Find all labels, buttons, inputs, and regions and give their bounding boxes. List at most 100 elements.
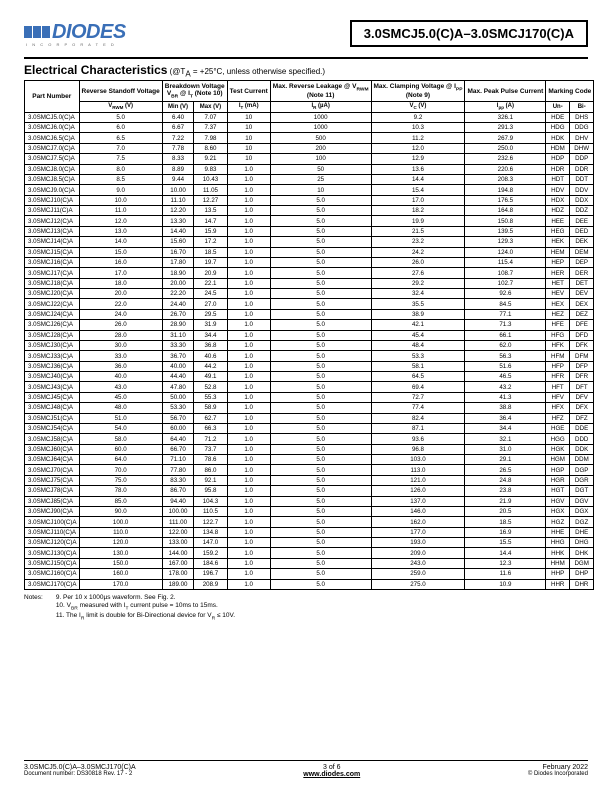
table-cell: 3.0SMCJ20(C)A [25,289,80,299]
col-un: Un- [546,102,570,113]
table-cell: 3.0SMCJ18(C)A [25,278,80,288]
table-cell: 18.0 [79,278,162,288]
table-cell: 58.9 [194,403,227,413]
table-cell: 5.0 [270,340,371,350]
table-cell: 41.3 [465,392,546,402]
table-cell: DED [570,226,594,236]
table-cell: 48.4 [371,340,465,350]
col-mark-h: Marking Code [546,81,594,102]
table-cell: 3.0SMCJ5.0(C)A [25,112,80,122]
ch3: (Note 9) [406,92,430,99]
table-cell: HGE [546,423,570,433]
table-row: 3.0SMCJ18(C)A18.020.0022.11.05.029.2102.… [25,278,594,288]
table-cell: 36.0 [79,361,162,371]
table-cell: HGK [546,444,570,454]
footer: 3.0SMCJ5.0(C)A–3.0SMCJ170(C)A Document n… [24,760,588,778]
col-part: Part Number [25,81,80,112]
table-cell: 78.6 [194,455,227,465]
table-cell: 20.5 [465,506,546,516]
table-row: 3.0SMCJ160(C)A160.0178.00196.71.05.0259.… [25,569,594,579]
table-cell: DHW [570,143,594,153]
n10c: measured with I [78,602,126,609]
table-cell: 5.0 [270,455,371,465]
table-cell: 16.9 [465,527,546,537]
table-cell: 12.0 [79,216,162,226]
table-cell: 5.0 [270,361,371,371]
table-cell: 71.2 [194,434,227,444]
table-cell: 3.0SMCJ45(C)A [25,392,80,402]
table-cell: DFX [570,403,594,413]
table-cell: 1.0 [227,434,270,444]
table-cell: 19.9 [371,216,465,226]
table-cell: 13.6 [371,164,465,174]
table-cell: HDE [546,112,570,122]
table-cell: 1.0 [227,517,270,527]
table-cell: 1.0 [227,268,270,278]
lh3: (Note 11) [307,92,334,99]
table-cell: 189.00 [162,579,194,589]
table-cell: 29.1 [465,455,546,465]
table-cell: DHS [570,112,594,122]
table-cell: 3.0SMCJ15(C)A [25,247,80,257]
table-cell: 28.90 [162,320,194,330]
table-cell: 3.0SMCJ160(C)A [25,569,80,579]
table-cell: 10 [227,123,270,133]
table-cell: 162.0 [371,517,465,527]
table-row: 3.0SMCJ120(C)A120.0133.00147.01.05.0193.… [25,538,594,548]
table-cell: 1.0 [227,372,270,382]
table-cell: 6.40 [162,112,194,122]
table-cell: 10 [227,154,270,164]
table-cell: 103.0 [371,455,465,465]
table-cell: 5.0 [270,382,371,392]
table-cell: 7.37 [194,123,227,133]
col-leak-h: Max. Reverse Leakage @ VRWM(Note 11) [270,81,371,102]
table-cell: 50.00 [162,392,194,402]
table-cell: DFP [570,361,594,371]
table-cell: 1.0 [227,351,270,361]
footer-left-1: 3.0SMCJ5.0(C)A–3.0SMCJ170(C)A [24,764,136,771]
table-cell: 60.00 [162,423,194,433]
table-row: 3.0SMCJ13(C)A13.014.4015.91.05.021.5139.… [25,226,594,236]
footer-center: 3 of 6 www.diodes.com [303,764,360,778]
table-cell: 25 [270,174,371,184]
table-cell: 3.0SMCJ90(C)A [25,506,80,516]
table-cell: 8.33 [162,154,194,164]
table-cell: 7.5 [79,154,162,164]
table-row: 3.0SMCJ130(C)A130.0144.00159.21.05.0209.… [25,548,594,558]
table-cell: HFM [546,351,570,361]
table-cell: 3.0SMCJ7.0(C)A [25,143,80,153]
table-cell: 1.0 [227,538,270,548]
table-cell: 1.0 [227,423,270,433]
table-cell: 22.0 [79,299,162,309]
col-max: Max (V) [194,102,227,113]
table-cell: 160.0 [79,569,162,579]
table-cell: 259.0 [371,569,465,579]
table-cell: 6.5 [79,133,162,143]
table-cell: 176.5 [465,195,546,205]
table-cell: 35.5 [371,299,465,309]
table-cell: 58.0 [79,434,162,444]
table-cell: 150.8 [465,216,546,226]
c3: (V) [417,103,427,109]
table-cell: 8.5 [79,174,162,184]
table-cell: 267.9 [465,133,546,143]
table-cell: 113.0 [371,465,465,475]
table-cell: 209.0 [371,548,465,558]
table-cell: 232.6 [465,154,546,164]
table-cell: 5.0 [270,237,371,247]
table-row: 3.0SMCJ70(C)A70.077.8086.01.05.0113.026.… [25,465,594,475]
table-cell: HEV [546,289,570,299]
table-cell: 1000 [270,112,371,122]
table-cell: 122.7 [194,517,227,527]
n10a: 10. V [56,602,71,609]
table-cell: 31.10 [162,330,194,340]
table-cell: 1.0 [227,361,270,371]
part-title: 3.0SMCJ5.0(C)A–3.0SMCJ170(C)A [350,20,588,47]
bs5: (Note 10) [193,90,223,97]
table-cell: DGM [570,558,594,568]
table-cell: 31.9 [194,320,227,330]
table-cell: 147.0 [194,538,227,548]
table-row: 3.0SMCJ20(C)A20.022.2024.51.05.032.492.6… [25,289,594,299]
table-cell: 15.4 [371,185,465,195]
table-cell: DDE [570,423,594,433]
